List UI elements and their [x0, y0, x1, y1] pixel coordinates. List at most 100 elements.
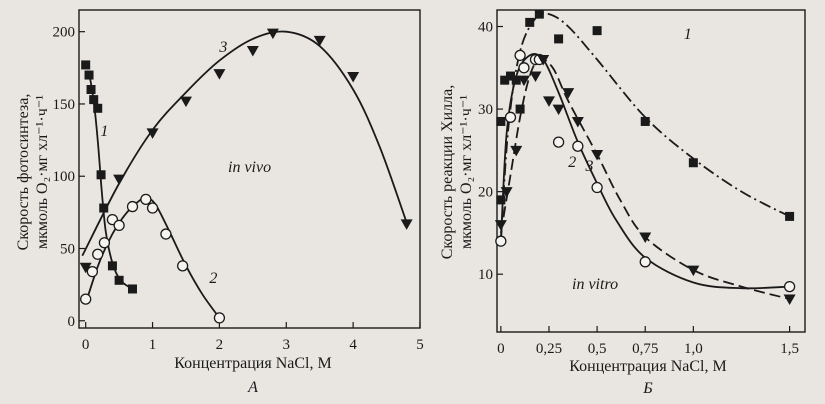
panel-a-annotation: in vivo	[228, 159, 271, 176]
panel-a-series-1-point	[89, 95, 99, 105]
panel-a-label: А	[247, 379, 258, 396]
panel-b-series-3-point	[552, 104, 565, 116]
panel-b-series-1-point	[525, 17, 535, 27]
panel-a-y-tick-label: 100	[53, 169, 76, 185]
panel-b-series-2-line	[500, 52, 790, 290]
panel-a-y-tick-label: 0	[68, 314, 76, 330]
panel-b-series-3-line	[500, 58, 790, 300]
panel-b-xlabel: Концентрация NaCl, М	[569, 358, 726, 375]
panel-b-label: Б	[642, 380, 653, 397]
panel-a-x-tick-label: 3	[283, 337, 291, 353]
panel-b-axes-frame	[496, 9, 806, 333]
panel-a-series-1-point	[86, 85, 96, 94]
panel-a-x-tick-label: 4	[349, 337, 357, 353]
panel-a-series-2-point	[80, 293, 92, 305]
panel-b-series-1-point	[515, 104, 525, 114]
panel-a-series-3-point	[79, 262, 92, 274]
panel-a-series-2-point	[92, 248, 104, 260]
panel-b-series-1-point	[496, 195, 506, 205]
panel-a-series-2-label: 2	[209, 270, 217, 287]
panel-a-series-1-point	[84, 70, 94, 80]
panel-a-x-tick-label: 5	[416, 337, 424, 353]
panel-b-x-tick-label: 0,5	[588, 341, 607, 357]
panel-a-series-3-point	[400, 219, 413, 230]
panel-b-series-1-point	[505, 71, 515, 81]
panel-b-ylabel-line-2: мкмоль О₂·мг хл⁻¹·ч⁻¹	[458, 95, 475, 249]
panel-b-series-2-point	[518, 62, 530, 74]
panel-b-ylabel-line-1: Скорость реакции Хилла,	[439, 85, 456, 259]
panel-b-series-3-point	[562, 88, 575, 99]
panel-b-annotation: in vitro	[572, 276, 618, 293]
panel-a-series-1-point	[93, 103, 103, 113]
panel-a-series-3-point	[347, 71, 360, 83]
panel-a-series-3-point	[213, 69, 226, 80]
panel-b-series-2-point	[572, 140, 584, 152]
panel-b-series-1-point	[500, 75, 510, 85]
panel-b-x-tick-label: 0,25	[536, 341, 562, 357]
panel-a-series-1-point	[96, 170, 106, 180]
panel-a-series-1-point	[81, 60, 91, 70]
panel-b-series-2-point	[514, 49, 526, 62]
panel-a-series-2-point	[113, 219, 125, 232]
panel-b-series-3-point	[542, 96, 555, 107]
panel-b-in-vitro: Скорость реакции Хилла, мкмоль О₂·мг хл⁻…	[439, 9, 806, 397]
panel-b-series-1-point	[554, 34, 564, 44]
panel-a-y-tick-label: 50	[60, 242, 75, 258]
panel-b-series-1-point	[640, 116, 650, 126]
panel-b-series-3-point	[783, 294, 796, 305]
panel-a-series-3-point	[146, 128, 159, 139]
panel-a-y-tick-label: 150	[53, 97, 76, 113]
panel-b-series-2-point	[591, 181, 603, 194]
panel-b-series-2-label: 2	[568, 154, 576, 171]
panel-b-series-3-point	[591, 149, 604, 161]
panel-b-y-tick-label: 40	[478, 20, 493, 36]
panel-a-axes-frame	[78, 9, 421, 329]
panel-b-series-3-point	[571, 116, 584, 128]
panel-a-series-3-point	[246, 45, 259, 57]
panel-b-series-2-point	[504, 111, 517, 123]
panel-b-y-tick-label: 20	[478, 185, 493, 201]
panel-b-series-3-point	[510, 145, 523, 157]
panel-a-series-2-point	[213, 312, 226, 324]
panel-b-x-tick-label: 1,0	[684, 341, 703, 357]
panel-a-series-3-point	[179, 96, 192, 108]
panel-b-series-2-point	[495, 235, 507, 247]
panel-a-ylabel-line-1: Скорость фотосинтеза,	[15, 94, 32, 251]
panel-a-y-tick-label: 200	[53, 25, 76, 41]
panel-b-series-2-point	[552, 136, 565, 148]
panel-b-series-1-label: 1	[684, 26, 692, 43]
panel-a-series-2-line	[84, 196, 221, 319]
panel-b-series-3-point	[687, 265, 700, 277]
panel-b-series-1-point	[496, 116, 506, 126]
panel-a-series-2-point	[126, 200, 139, 213]
panel-a-series-2-point	[160, 228, 172, 240]
panel-a-series-2-point	[146, 202, 159, 214]
panel-a-x-tick-label: 2	[216, 337, 224, 353]
panel-a-series-2-point	[140, 193, 152, 206]
panel-a-xlabel: Концентрация NaCl, М	[174, 355, 331, 372]
panel-b-series-3-point	[517, 75, 530, 87]
panel-a-series-3-line	[81, 30, 408, 257]
panel-b-series-3-point	[529, 71, 542, 83]
panel-b-x-tick-label: 0,75	[632, 341, 658, 357]
panel-a-x-tick-label: 1	[149, 337, 157, 353]
panel-b-series-1-line	[500, 12, 791, 242]
panel-b-series-3-point	[500, 187, 513, 198]
panel-a-ylabel-line-2: мкмоль О₂·мг хл⁻¹·ч⁻¹	[34, 95, 51, 249]
panel-b-x-tick-label: 0	[497, 341, 505, 357]
panel-b-series-3-point	[639, 232, 652, 244]
panel-b-series-2-point	[783, 280, 796, 293]
panel-a-series-3-point	[313, 35, 326, 47]
panel-a-series-1-point	[99, 203, 109, 213]
panel-b-series-2-point	[639, 256, 651, 268]
panel-b-series-1-point	[688, 158, 698, 168]
panel-b-series-3-point	[537, 55, 550, 66]
panel-a-series-2-point	[86, 265, 99, 278]
panel-b-series-1-point	[785, 211, 795, 221]
panel-a-in-vivo: Скорость фотосинтеза, мкмоль О₂·мг хл⁻¹·…	[15, 9, 424, 396]
panel-b-series-3-label: 3	[585, 158, 594, 175]
panel-a-series-3-point	[266, 28, 279, 40]
panel-a-series-2-point	[176, 260, 189, 272]
panel-b-y-tick-label: 30	[478, 102, 493, 118]
